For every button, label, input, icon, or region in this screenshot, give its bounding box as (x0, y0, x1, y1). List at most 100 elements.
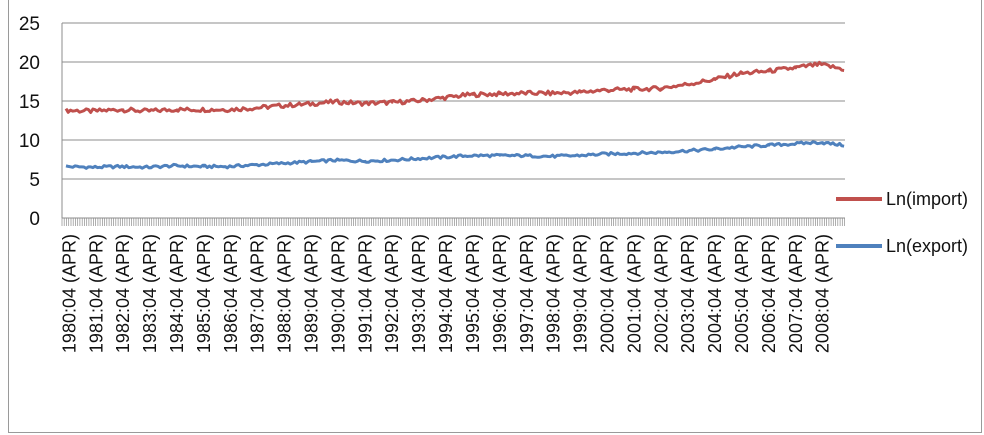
data-point (552, 92, 555, 95)
data-point (417, 99, 421, 103)
series-line-import (64, 60, 845, 114)
x-tick-label: 1982:04 (APR) (113, 234, 133, 353)
data-point (660, 151, 663, 154)
x-tick-label: 1998:04 (APR) (544, 234, 564, 353)
data-point (713, 78, 717, 82)
data-point (337, 100, 340, 104)
data-point (364, 102, 367, 105)
data-point (148, 166, 152, 169)
data-point (68, 109, 71, 112)
legend-item-import: Ln(import) (836, 189, 968, 209)
x-tick-label: 2000:04 (APR) (598, 234, 618, 353)
y-tick-label: 15 (19, 92, 40, 113)
data-point (579, 154, 582, 157)
series-lines (64, 60, 845, 170)
x-tick-label: 1986:04 (APR) (221, 234, 241, 353)
data-point (256, 106, 259, 110)
data-point (525, 154, 528, 157)
data-point (391, 159, 394, 162)
data-point (95, 166, 98, 169)
data-point (444, 156, 448, 159)
data-point (202, 165, 206, 168)
y-tick-label: 25 (19, 14, 40, 35)
x-tick-label: 1992:04 (APR) (382, 234, 402, 353)
data-point (767, 144, 771, 147)
data-point (283, 104, 286, 107)
x-tick-label: 2002:04 (APR) (651, 234, 671, 353)
data-point (229, 108, 232, 111)
x-tick-label: 1987:04 (APR) (248, 234, 268, 353)
data-point (687, 83, 690, 86)
data-point (794, 142, 797, 146)
x-tick-label: 1991:04 (APR) (355, 234, 375, 353)
x-tick-marks (61, 218, 845, 226)
x-axis: 1980:04 (APR) 1981:04 (APR) 1982:04 (APR) 1… (59, 218, 845, 353)
x-tick-label: 1993:04 (APR) (409, 234, 429, 353)
x-tick-label: 1988:04 (APR) (275, 234, 295, 353)
chart-frame (8, 0, 982, 433)
x-tick-label: 2003:04 (APR) (678, 234, 698, 353)
x-tick-label: 1980:04 (APR) (59, 234, 79, 353)
x-tick-label: 1981:04 (APR) (86, 234, 106, 353)
x-tick-label: 1995:04 (APR) (463, 234, 483, 353)
x-tick-label: 1985:04 (APR) (194, 234, 214, 353)
data-point (606, 152, 609, 156)
data-point (310, 102, 313, 106)
data-point (740, 72, 744, 75)
data-point (552, 155, 555, 158)
y-tick-label: 20 (19, 53, 40, 74)
data-point (767, 70, 771, 73)
gridlines (62, 22, 845, 219)
data-point (821, 141, 824, 144)
data-point (310, 160, 313, 163)
data-point (122, 165, 125, 168)
data-point (687, 149, 690, 153)
x-tick-label: 2007:04 (APR) (786, 234, 806, 353)
data-point (95, 109, 98, 113)
series-line-export (65, 140, 845, 170)
y-tick-label: 0 (29, 209, 40, 230)
legend-label-export: Ln(export) (886, 236, 968, 256)
data-point (148, 109, 152, 113)
data-point (606, 88, 609, 92)
data-point (633, 88, 636, 91)
data-point (660, 87, 663, 90)
y-axis: 0 5 10 15 20 25 (19, 14, 63, 230)
data-point (175, 164, 179, 167)
data-point (283, 162, 286, 165)
data-point (498, 92, 502, 96)
data-point (122, 108, 125, 111)
legend-label-import: Ln(import) (886, 189, 968, 209)
x-tick-label: 2008:04 (APR) (813, 234, 833, 353)
y-tick-label: 5 (29, 170, 40, 191)
x-tick-label: 1996:04 (APR) (490, 234, 510, 353)
y-tick-label: 10 (19, 131, 40, 152)
x-tick-label: 2001:04 (APR) (624, 234, 644, 353)
x-tick-label: 1999:04 (APR) (571, 234, 591, 353)
data-point (471, 93, 475, 97)
data-point (794, 67, 797, 70)
x-tick-label: 1990:04 (APR) (328, 234, 348, 353)
x-minor-ticks (61, 218, 845, 226)
data-point (229, 165, 232, 168)
data-point (202, 108, 206, 111)
data-point (337, 159, 340, 162)
data-point (740, 145, 744, 149)
data-point (821, 63, 824, 66)
data-point (525, 92, 528, 95)
data-point (579, 91, 582, 94)
data-point (175, 108, 179, 111)
x-tick-label: 1984:04 (APR) (167, 234, 187, 353)
data-point (471, 154, 475, 157)
x-tick-label: 2005:04 (APR) (732, 234, 752, 353)
data-point (633, 152, 636, 155)
data-point (364, 159, 367, 163)
x-tick-label: 1997:04 (APR) (517, 234, 537, 353)
legend: Ln(import) Ln(export) (836, 189, 968, 256)
data-point (713, 148, 717, 151)
data-point (498, 154, 502, 157)
legend-item-export: Ln(export) (836, 236, 968, 256)
data-point (391, 101, 394, 104)
x-tick-label: 1983:04 (APR) (140, 234, 160, 353)
